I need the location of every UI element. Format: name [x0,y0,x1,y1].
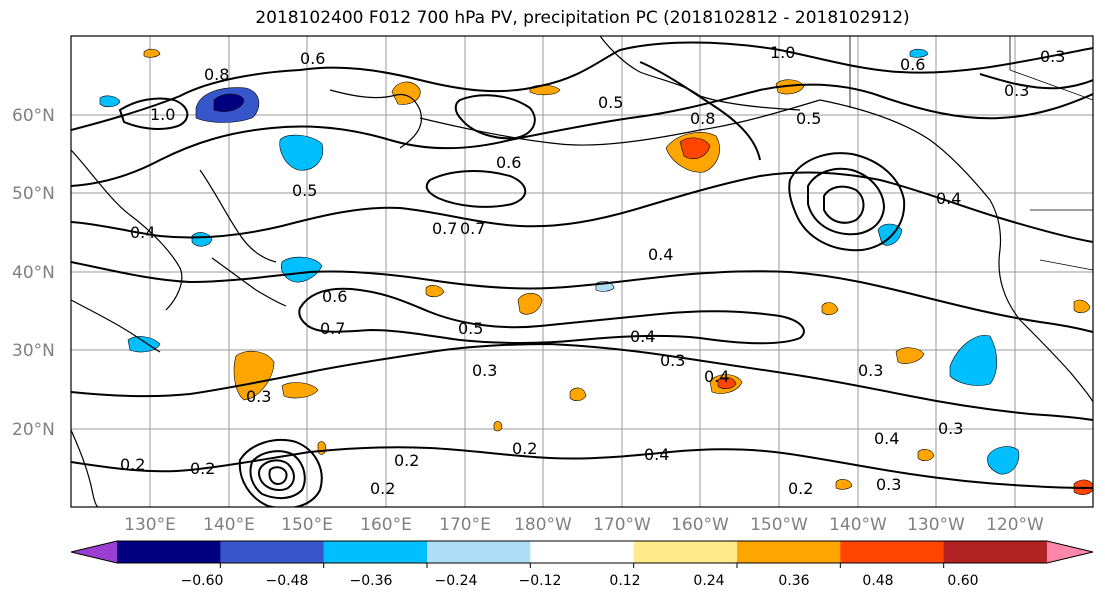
colorbar-cell [943,541,1048,563]
contour-label: 0.6 [900,55,925,74]
colorbar-extend-low [71,541,117,563]
colorbar-cell [323,541,428,563]
contour-label: 0.2 [512,439,537,458]
contour-label: 1.0 [150,105,175,124]
lat-tick-label: 60°N [12,106,55,126]
lon-tick-label: 170°E [439,515,491,535]
contour-label: 0.3 [1004,81,1029,100]
lon-tick-label: 140°W [829,515,887,535]
contour-label: 0.5 [598,93,623,112]
contour-label: 0.3 [1040,47,1065,66]
colorbar-ticks [219,563,945,568]
lat-tick-label: 50°N [12,184,55,204]
lon-axis: 130°E 140°E 150°E 160°E 170°E 180°W 170°… [124,515,1044,535]
contour-label: 0.4 [130,223,155,242]
pv-contours [71,41,1093,507]
contour-label: 0.3 [876,475,901,494]
colorbar-label: 0.12 [609,573,640,589]
colorbar-cell [530,541,635,563]
contour-label: 0.4 [648,245,673,264]
lon-tick-label: 130°W [907,515,965,535]
contour-label: 0.6 [322,287,347,306]
contour-label: 0.2 [394,451,419,470]
contour-label: 0.7 [432,219,457,238]
colorbar-cell [427,541,531,563]
contour-label: 0.3 [246,387,271,406]
contour-label: 0.4 [936,189,961,208]
lon-tick-label: 140°E [203,515,255,535]
colorbar-cell [840,541,945,563]
contour-label: 1.0 [770,43,795,62]
lon-tick-label: 160°E [360,515,412,535]
lon-tick-label: 160°W [671,515,729,535]
contour-label: 0.2 [788,479,813,498]
lat-axis: 60°N 50°N 40°N 30°N 20°N [12,106,55,440]
contour-label: 0.5 [458,319,483,338]
colorbar-label: 0.48 [862,573,893,589]
lon-tick-label: 150°W [750,515,808,535]
contour-label: 0.5 [796,109,821,128]
colorbar-cell [633,541,738,563]
colorbar-label: 0.24 [693,573,724,589]
gridlines [71,36,1093,507]
contour-label: 0.4 [630,327,655,346]
lat-tick-label: 30°N [12,341,55,361]
colorbar-cell [220,541,325,563]
colorbar-label: 0.36 [778,573,809,589]
contour-label: 0.5 [292,181,317,200]
colorbar-cells [117,541,1048,563]
lon-tick-label: 180°W [514,515,572,535]
colorbar-cell [737,541,841,563]
contour-label: 0.7 [460,219,485,238]
colorbar-label: −0.36 [350,573,393,589]
colorbar: −0.60 −0.48 −0.36 −0.24 −0.12 0.12 0.24 … [70,540,1094,589]
precip-shading [99,48,1093,495]
colorbar-label: −0.48 [266,573,309,589]
contour-labels: 0.8 1.0 0.6 0.4 0.5 0.7 0.5 0.6 0.7 0.4 … [120,43,1065,498]
lon-tick-label: 150°E [281,515,333,535]
contour-label: 0.8 [690,109,715,128]
contour-label: 0.4 [874,429,899,448]
colorbar-extend-high [1047,541,1093,563]
contour-label: 0.4 [704,367,729,386]
contour-label: 0.2 [190,459,215,478]
lat-tick-label: 40°N [12,263,55,283]
lat-tick-label: 20°N [12,420,55,440]
colorbar-label: −0.24 [435,573,478,589]
lon-tick-label: 120°W [986,515,1044,535]
contour-label: 0.3 [858,361,883,380]
colorbar-label: −0.60 [181,573,224,589]
colorbar-labels: −0.60 −0.48 −0.36 −0.24 −0.12 0.12 0.24 … [181,573,979,589]
contour-label: 0.2 [370,479,395,498]
contour-label: 0.6 [496,153,521,172]
contour-label: 0.6 [300,49,325,68]
lon-tick-label: 130°E [124,515,176,535]
colorbar-cell [117,541,221,563]
contour-label: 0.7 [320,319,345,338]
map-title: 2018102400 F012 700 hPa PV, precipitatio… [255,8,910,28]
colorbar-label: 0.60 [947,573,978,589]
contour-label: 0.3 [472,361,497,380]
map-panel: 0.8 1.0 0.6 0.4 0.5 0.7 0.5 0.6 0.7 0.4 … [70,35,1094,508]
contour-label: 0.3 [938,419,963,438]
contour-label: 0.8 [204,65,229,84]
lon-tick-label: 170°W [593,515,651,535]
colorbar-label: −0.12 [519,573,562,589]
contour-label: 0.4 [644,445,669,464]
contour-label: 0.2 [120,455,145,474]
contour-label: 0.3 [660,351,685,370]
